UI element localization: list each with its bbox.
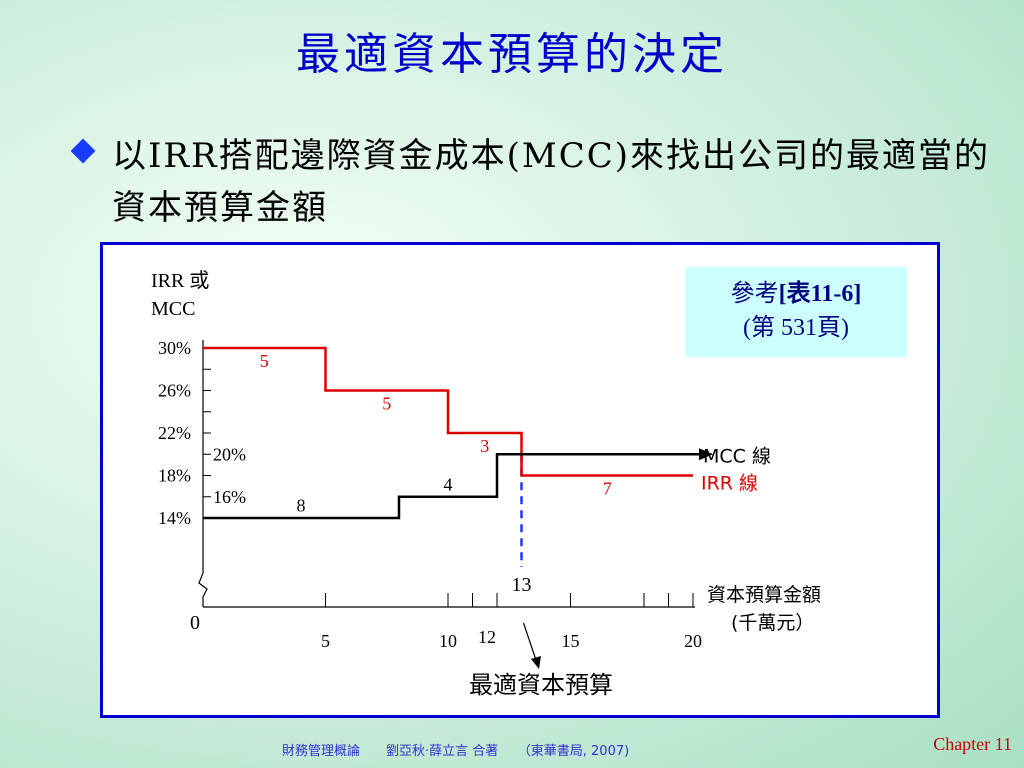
x-axis-label-line1: 資本預算金額 bbox=[707, 584, 821, 606]
irr-mcc-chart: IRR 或 MCC 30% 26% 22% 18% 14% 20% 16% 5 10 12 15 20 0 資… bbox=[151, 269, 821, 699]
x-tick-label: 12 bbox=[478, 627, 496, 647]
x-origin-label: 0 bbox=[190, 612, 200, 634]
segment-label: 5 bbox=[382, 394, 391, 414]
x-axis-label-line2: (千萬元） bbox=[731, 612, 814, 634]
reference-box: 參考[表11-6] (第 531頁) bbox=[685, 267, 907, 357]
optimum-value-label: 13 bbox=[512, 574, 532, 596]
segment-label: 4 bbox=[444, 474, 453, 494]
irr-series-label: IRR 線 bbox=[701, 473, 758, 495]
segment-label: 3 bbox=[480, 436, 489, 456]
y-axis-break bbox=[198, 572, 208, 607]
irr-line bbox=[203, 346, 693, 477]
bullet-text: 以IRR搭配邊際資金成本(MCC)來找出公司的最適當的資本預算金額 bbox=[112, 136, 991, 228]
y-tick-label: 30% bbox=[158, 338, 191, 358]
y-axis-label-line1: IRR 或 bbox=[151, 269, 209, 292]
y-axis-label-line2: MCC bbox=[151, 298, 195, 320]
y-tick-label: 14% bbox=[158, 508, 191, 528]
reference-table: [表11-6] bbox=[778, 281, 862, 307]
footer-credits: 財務管理概論 劉亞秋‧薛立言 合著 （東華書局, 2007) bbox=[282, 744, 630, 759]
slide-title: 最適資本預算的決定 bbox=[296, 29, 728, 80]
y-tick-label: 22% bbox=[158, 423, 191, 443]
optimum-pointer-line bbox=[522, 622, 538, 664]
chart-panel: IRR 或 MCC 30% 26% 22% 18% 14% 20% 16% 5 10 12 15 20 0 資… bbox=[100, 242, 940, 718]
diamond-bullet-icon bbox=[70, 138, 96, 164]
y-inner-tick-label: 16% bbox=[213, 487, 246, 507]
x-tick-label: 15 bbox=[562, 631, 580, 651]
x-tick-label: 20 bbox=[684, 631, 702, 651]
mcc-line bbox=[203, 453, 693, 520]
y-inner-tick-label: 20% bbox=[213, 444, 246, 464]
y-tick-label: 18% bbox=[158, 466, 191, 486]
chapter-label: Chapter 11 bbox=[933, 734, 1012, 754]
optimum-annotation: 最適資本預算 bbox=[469, 671, 613, 699]
y-tick-label: 26% bbox=[158, 381, 191, 401]
reference-prefix: 參考 bbox=[730, 281, 779, 307]
segment-label: 8 bbox=[297, 496, 306, 516]
mcc-arrowhead bbox=[699, 448, 713, 461]
optimum-pointer-arrowhead bbox=[531, 656, 541, 669]
segment-label: 5 bbox=[260, 351, 269, 371]
segment-label: 7 bbox=[603, 479, 612, 499]
x-tick-label: 10 bbox=[439, 631, 457, 651]
mcc-series-label: MCC 線 bbox=[703, 445, 771, 467]
reference-page: (第 531頁) bbox=[743, 315, 849, 341]
x-tick-label: 5 bbox=[321, 631, 330, 651]
